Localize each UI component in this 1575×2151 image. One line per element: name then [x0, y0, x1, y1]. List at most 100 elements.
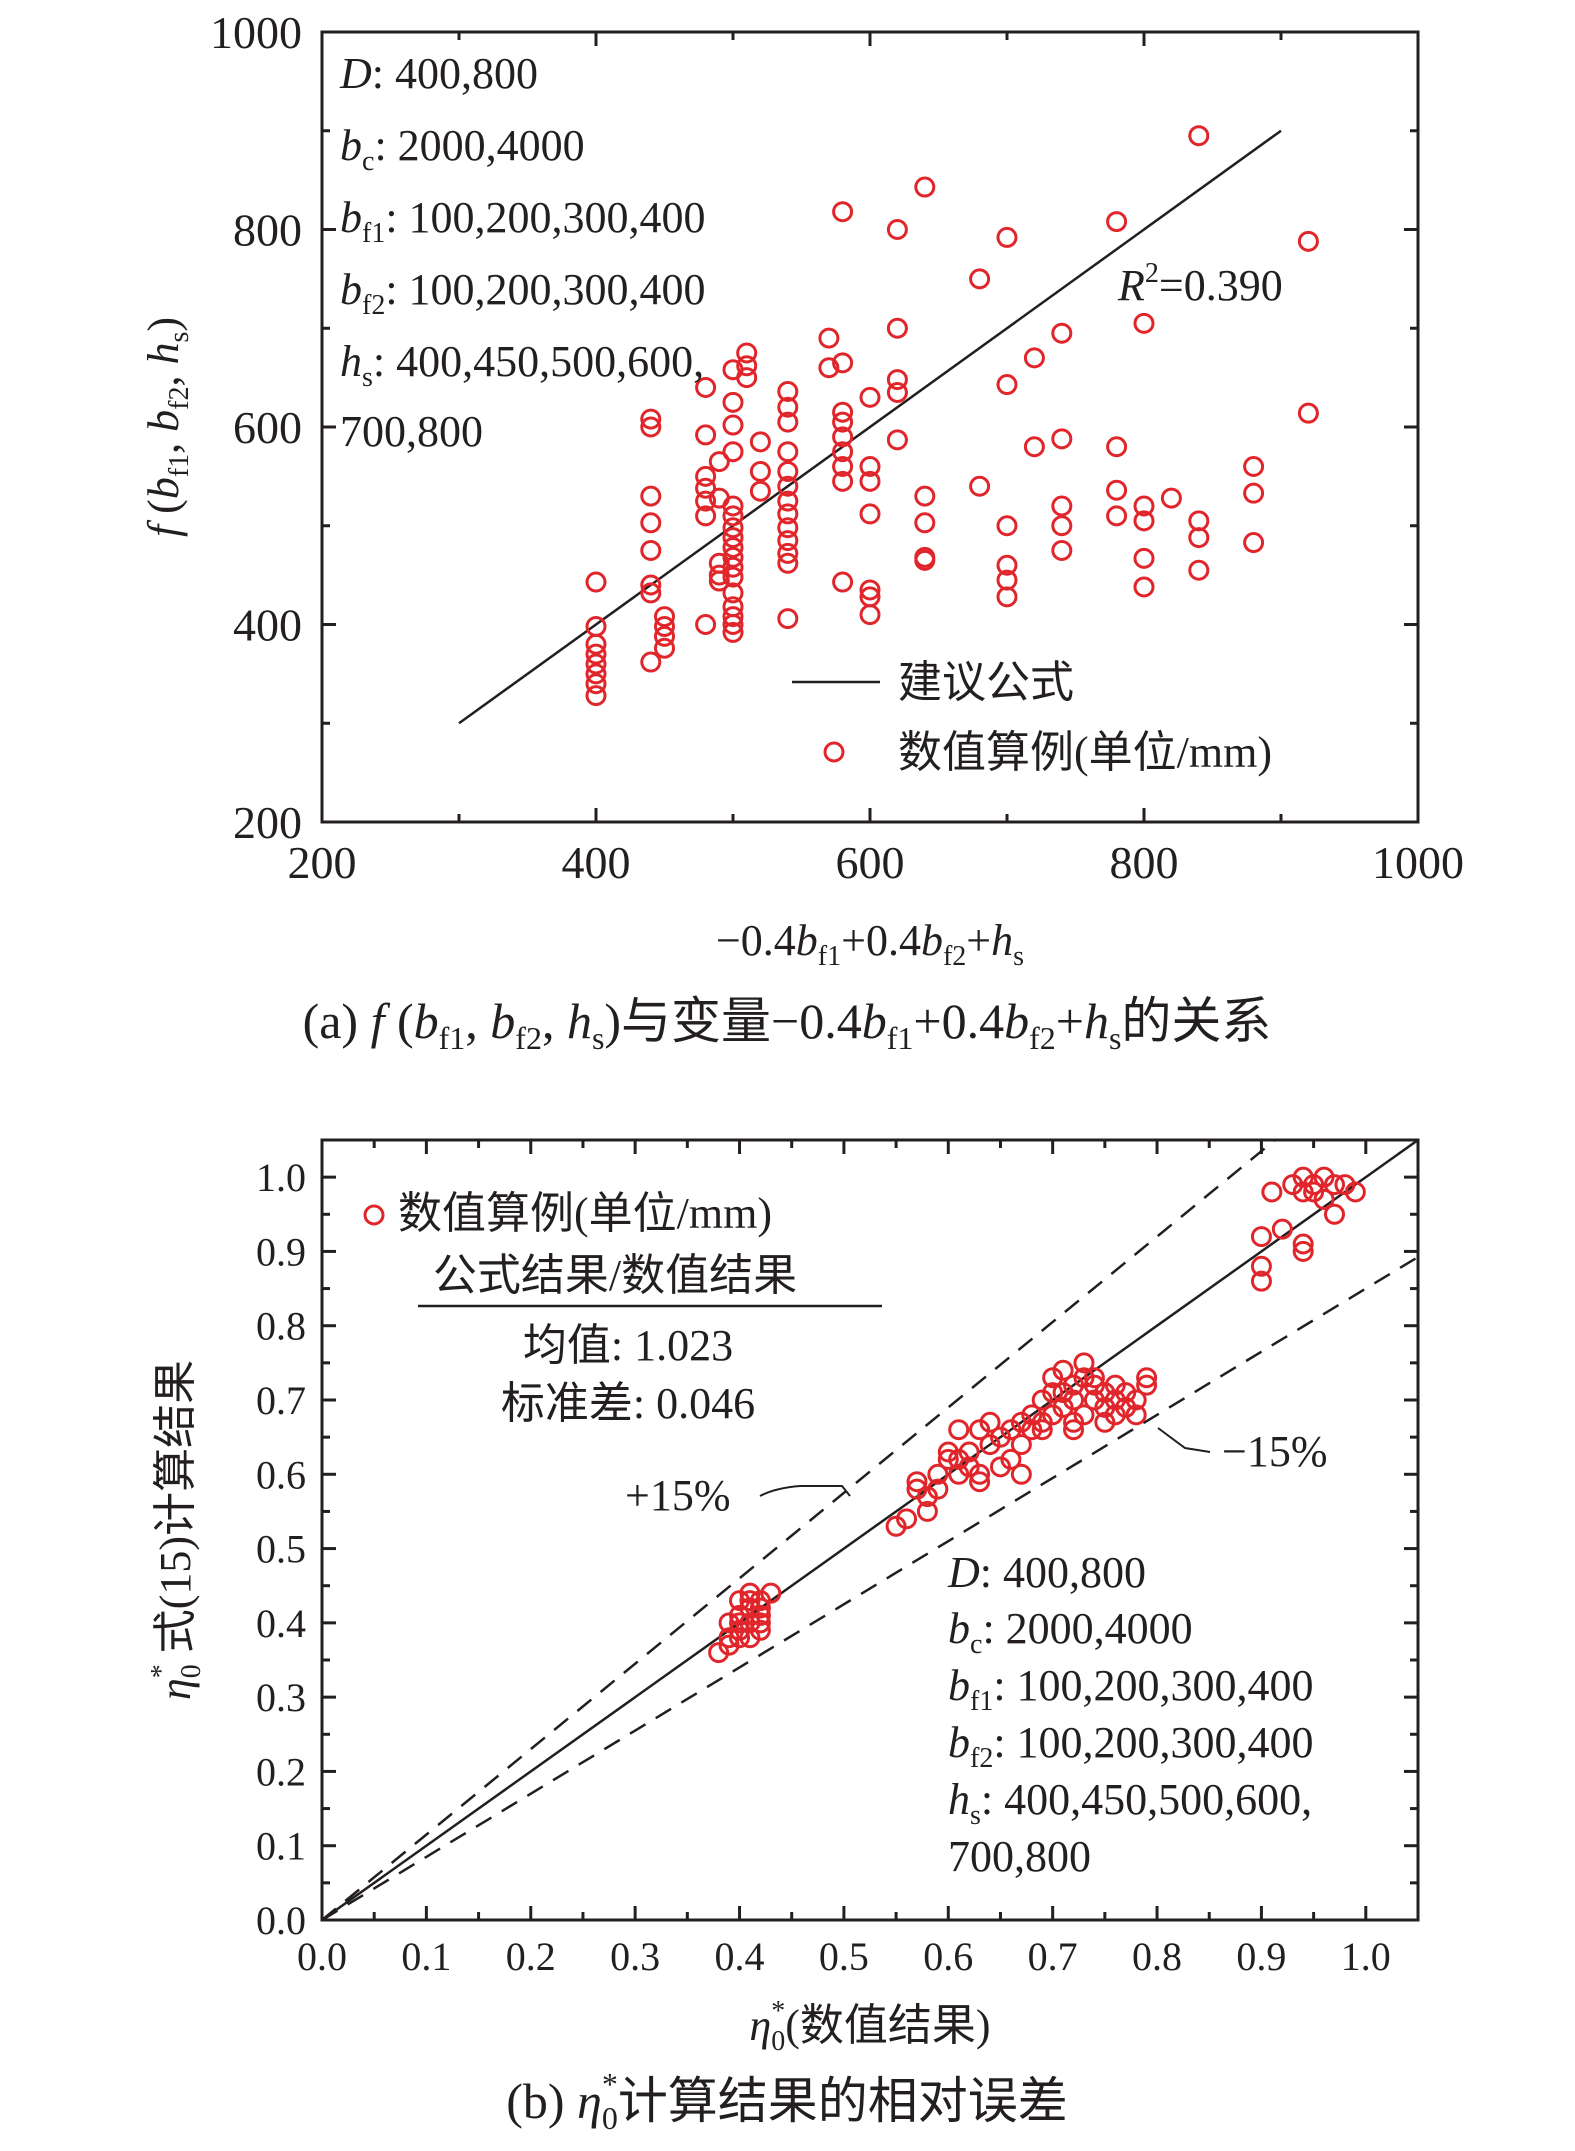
- data-point: [1063, 1419, 1085, 1441]
- data-point: [1133, 576, 1155, 598]
- data-point: [585, 685, 607, 707]
- data-point: [927, 1478, 949, 1500]
- data-point: [859, 470, 881, 492]
- data-point: [1243, 456, 1265, 477]
- param-hs: hs: 400,450,500,600,: [340, 337, 704, 393]
- data-point: [640, 651, 662, 673]
- y-axis-label: f (bf1, bf2, hs): [139, 317, 195, 537]
- x-tick-label: 1.0: [1341, 1934, 1391, 1979]
- data-point: [927, 1463, 949, 1485]
- data-point: [1031, 1419, 1053, 1441]
- x-tick-label: 1000: [1372, 837, 1464, 888]
- y-tick-label: 0.0: [256, 1898, 306, 1943]
- data-point: [1261, 1181, 1283, 1203]
- data-point: [832, 201, 854, 223]
- data-point: [777, 490, 799, 512]
- param-bf1: bf1: 100,200,300,400: [340, 193, 706, 249]
- data-point: [722, 582, 744, 604]
- param-b-hs-cont: 700,800: [948, 1832, 1091, 1881]
- data-point: [1188, 527, 1210, 549]
- plot-a-legend: 建议公式 数值算例(单位/mm): [792, 658, 1272, 777]
- y-tick-label: 200: [233, 797, 302, 848]
- data-point: [832, 470, 854, 492]
- x-tick-label: 0.6: [923, 1934, 973, 1979]
- data-point: [722, 391, 744, 413]
- legend-line-label: 建议公式: [898, 658, 1074, 707]
- x-tick-label: 0.8: [1132, 1934, 1182, 1979]
- r2-annotation: R2=0.390: [1117, 258, 1283, 310]
- y-tick-label: 0.3: [256, 1675, 306, 1720]
- data-point: [1188, 559, 1210, 581]
- data-point: [896, 1508, 918, 1530]
- data-point: [722, 556, 744, 578]
- data-point: [1083, 1367, 1105, 1389]
- data-point: [1133, 510, 1155, 532]
- data-point: [722, 566, 744, 588]
- data-point: [914, 512, 936, 534]
- data-point: [729, 1627, 751, 1649]
- data-point: [948, 1419, 970, 1441]
- y-tick-label: 0.1: [256, 1824, 306, 1869]
- data-point: [1313, 1188, 1335, 1210]
- data-point: [1031, 1411, 1053, 1433]
- data-point: [722, 414, 744, 436]
- data-point: [859, 503, 881, 525]
- data-point: [1023, 436, 1045, 458]
- x-tick-label: 0.9: [1236, 1934, 1286, 1979]
- plot-a-ticks: 200 400 600 800 1000 200 400 600 800 1000: [210, 7, 1464, 888]
- data-point: [749, 1612, 771, 1634]
- data-point: [585, 663, 607, 685]
- x-tick-label: 0.1: [401, 1934, 451, 1979]
- data-point: [832, 401, 854, 423]
- data-point: [749, 1597, 771, 1619]
- param-hs-cont: 700,800: [340, 407, 483, 456]
- lower-band-label: −15%: [1222, 1427, 1327, 1476]
- x-axis-label-b: η0*(数值结果): [749, 1996, 990, 2057]
- data-point: [969, 1471, 991, 1493]
- data-point: [1106, 479, 1128, 501]
- data-point: [640, 408, 662, 430]
- data-point: [640, 485, 662, 507]
- data-point: [832, 456, 854, 477]
- y-tick-label: 0.5: [256, 1527, 306, 1572]
- data-point: [1133, 547, 1155, 569]
- data-point: [832, 426, 854, 448]
- data-point: [695, 477, 717, 499]
- data-point: [777, 411, 799, 433]
- data-point: [585, 571, 607, 593]
- param-b-hs: hs: 400,450,500,600,: [948, 1775, 1312, 1831]
- data-point: [1323, 1203, 1345, 1225]
- lower-band-leader: [1157, 1427, 1211, 1453]
- y-tick-label: 0.8: [256, 1304, 306, 1349]
- fit-line: [458, 129, 1282, 725]
- data-point: [718, 1612, 740, 1634]
- data-point: [722, 441, 744, 463]
- data-point: [1073, 1352, 1095, 1374]
- data-point: [722, 536, 744, 558]
- data-point: [729, 1612, 751, 1634]
- data-point: [749, 1604, 771, 1626]
- data-point: [654, 606, 675, 628]
- param-d: D: 400,800: [339, 49, 538, 98]
- param-b-bf1: bf1: 100,200,300,400: [948, 1661, 1314, 1717]
- data-point: [654, 615, 675, 637]
- data-point: [777, 608, 799, 630]
- plot-b-frame: [320, 1138, 1420, 1922]
- data-point: [736, 355, 758, 377]
- y-tick-label: 800: [233, 205, 302, 256]
- y-tick-label: 0.2: [256, 1749, 306, 1794]
- data-point: [1051, 515, 1073, 537]
- data-point: [1000, 1448, 1022, 1470]
- data-point: [1063, 1389, 1085, 1411]
- data-point: [886, 317, 908, 339]
- data-point: [585, 643, 607, 665]
- x-tick-label: 0.2: [506, 1934, 556, 1979]
- data-point: [886, 219, 908, 240]
- stats-header: 公式结果/数值结果: [433, 1251, 797, 1300]
- data-point: [1133, 495, 1155, 517]
- data-point: [654, 625, 675, 647]
- data-point: [749, 460, 771, 482]
- data-point: [1023, 347, 1045, 369]
- data-point: [1051, 322, 1073, 344]
- data-point: [914, 485, 936, 507]
